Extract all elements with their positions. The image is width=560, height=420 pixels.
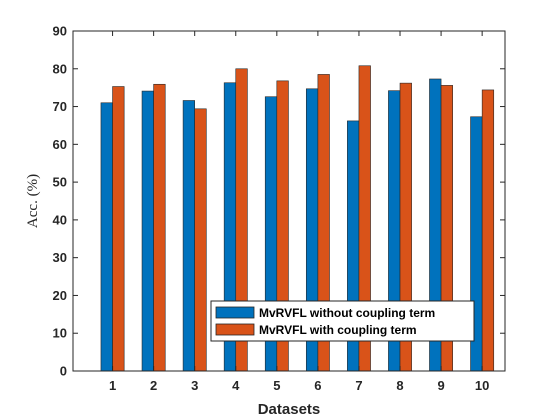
y-tick-label-80: 80 bbox=[53, 61, 67, 76]
y-tick-label-60: 60 bbox=[53, 137, 67, 152]
bar-series-2-dataset-10 bbox=[481, 89, 495, 372]
bar-series-1-dataset-3 bbox=[182, 100, 195, 372]
y-tick-label-50: 50 bbox=[53, 175, 67, 190]
legend-label-series-1: MvRVFL without coupling term bbox=[259, 306, 435, 320]
bar-series-2-dataset-1 bbox=[112, 86, 125, 372]
bar-series-2-dataset-3 bbox=[194, 108, 207, 372]
axis-group: 0 10 20 30 40 50 60 70 80 90 1 2 3 4 5 6 7 8 9 10 bbox=[53, 24, 506, 393]
y-tick-label-90: 90 bbox=[53, 24, 67, 39]
y-tick-label-10: 10 bbox=[53, 326, 67, 341]
legend-swatch-series-1 bbox=[215, 306, 255, 319]
x-tick-label-10: 10 bbox=[475, 378, 489, 393]
y-tick-label-70: 70 bbox=[53, 99, 67, 114]
x-tick-label-2: 2 bbox=[150, 378, 157, 393]
y-tick-label-40: 40 bbox=[53, 212, 67, 227]
legend-swatch-series-2 bbox=[215, 323, 255, 336]
y-tick-label-20: 20 bbox=[53, 288, 67, 303]
x-tick-label-5: 5 bbox=[273, 378, 280, 393]
legend-label-series-2: MvRVFL with coupling term bbox=[259, 323, 417, 337]
y-tick-label-30: 30 bbox=[53, 250, 67, 265]
x-tick-label-6: 6 bbox=[314, 378, 321, 393]
x-tick-label-9: 9 bbox=[437, 378, 444, 393]
bar-series-1-dataset-1 bbox=[100, 102, 113, 372]
x-tick-label-3: 3 bbox=[191, 378, 198, 393]
legend-box bbox=[210, 300, 475, 342]
y-tick-label-0: 0 bbox=[60, 364, 67, 379]
x-tick-label-4: 4 bbox=[232, 378, 240, 393]
x-axis-label: Datasets bbox=[258, 401, 321, 418]
axes-box bbox=[72, 30, 506, 372]
x-tick-label-7: 7 bbox=[355, 378, 362, 393]
bar-series-1-dataset-2 bbox=[141, 90, 154, 372]
legend: MvRVFL without coupling term MvRVFL with… bbox=[210, 300, 475, 342]
y-axis-label: Acc. (%) bbox=[25, 174, 41, 228]
x-tick-label-8: 8 bbox=[396, 378, 403, 393]
bar-series-2-dataset-2 bbox=[153, 83, 166, 372]
x-tick-label-1: 1 bbox=[109, 378, 116, 393]
